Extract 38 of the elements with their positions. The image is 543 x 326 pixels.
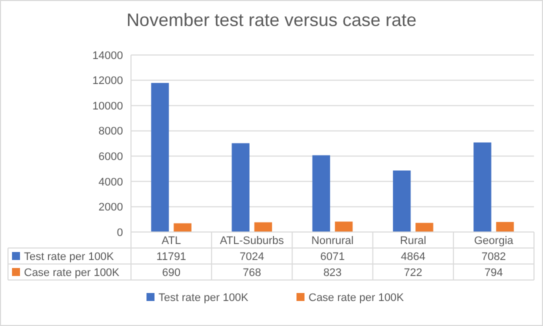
data-label: 794 <box>484 266 503 279</box>
bar <box>312 155 330 232</box>
y-tick-label: 12000 <box>92 75 123 88</box>
y-tick-label: 6000 <box>98 150 123 163</box>
x-tick-label: ATL-Suburbs <box>220 234 284 247</box>
bar <box>174 223 192 232</box>
x-tick-label: Nonrural <box>311 234 354 247</box>
data-label: 4864 <box>400 250 426 263</box>
bar <box>334 222 353 232</box>
bar <box>232 143 250 232</box>
bar <box>392 170 411 232</box>
x-tick-label: Rural <box>400 234 426 247</box>
text: Case rate per 100K <box>24 266 120 279</box>
data-label: 722 <box>404 266 422 279</box>
text: Test rate per 100K <box>158 292 248 304</box>
x-tick-label: ATL <box>162 234 181 247</box>
bar <box>416 222 434 232</box>
legend-label: Case rate per 100K <box>308 292 405 304</box>
data-label: 11791 <box>156 250 186 263</box>
bar <box>254 222 272 232</box>
y-tick-label: 10000 <box>92 100 123 112</box>
bar <box>151 82 169 232</box>
data-label: 6071 <box>320 250 345 263</box>
data-label: 690 <box>162 266 180 279</box>
y-tick-label: 2000 <box>98 202 123 214</box>
chart-title: November test rate versus case rate <box>126 10 417 30</box>
data-label: 7024 <box>240 250 264 263</box>
x-tick-label: Georgia <box>474 234 514 247</box>
data-label: 768 <box>242 266 262 279</box>
y-tick-label: 0 <box>116 226 123 239</box>
y-tick-label: 4000 <box>98 176 123 188</box>
data-label: 7082 <box>481 250 506 263</box>
bar <box>474 142 492 232</box>
y-tick-label: 14000 <box>92 50 123 62</box>
data-label: 823 <box>323 266 342 279</box>
legend-label: Test rate per 100K <box>24 250 115 263</box>
bar <box>496 222 514 232</box>
y-tick-label: 8000 <box>98 126 123 138</box>
